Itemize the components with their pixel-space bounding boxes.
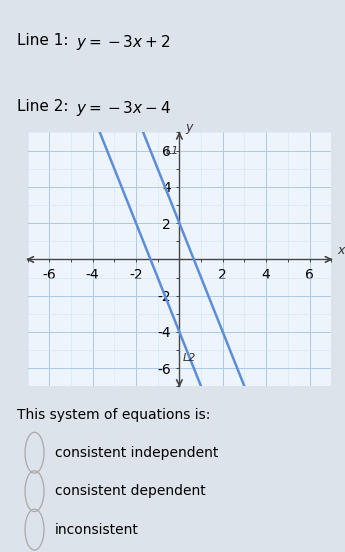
Text: L2: L2 <box>183 353 196 363</box>
Text: consistent independent: consistent independent <box>55 446 219 460</box>
Text: x: x <box>338 244 345 257</box>
Text: y: y <box>185 121 192 134</box>
Text: inconsistent: inconsistent <box>55 523 139 537</box>
Text: This system of equations is:: This system of equations is: <box>17 408 211 422</box>
Text: Line 1:: Line 1: <box>17 33 73 48</box>
Text: $y=-3x-4$: $y=-3x-4$ <box>76 99 171 118</box>
Text: L1: L1 <box>165 146 179 156</box>
Text: Line 2:: Line 2: <box>17 99 73 114</box>
Text: $y=-3x+2$: $y=-3x+2$ <box>76 33 170 52</box>
Text: consistent dependent: consistent dependent <box>55 484 206 498</box>
